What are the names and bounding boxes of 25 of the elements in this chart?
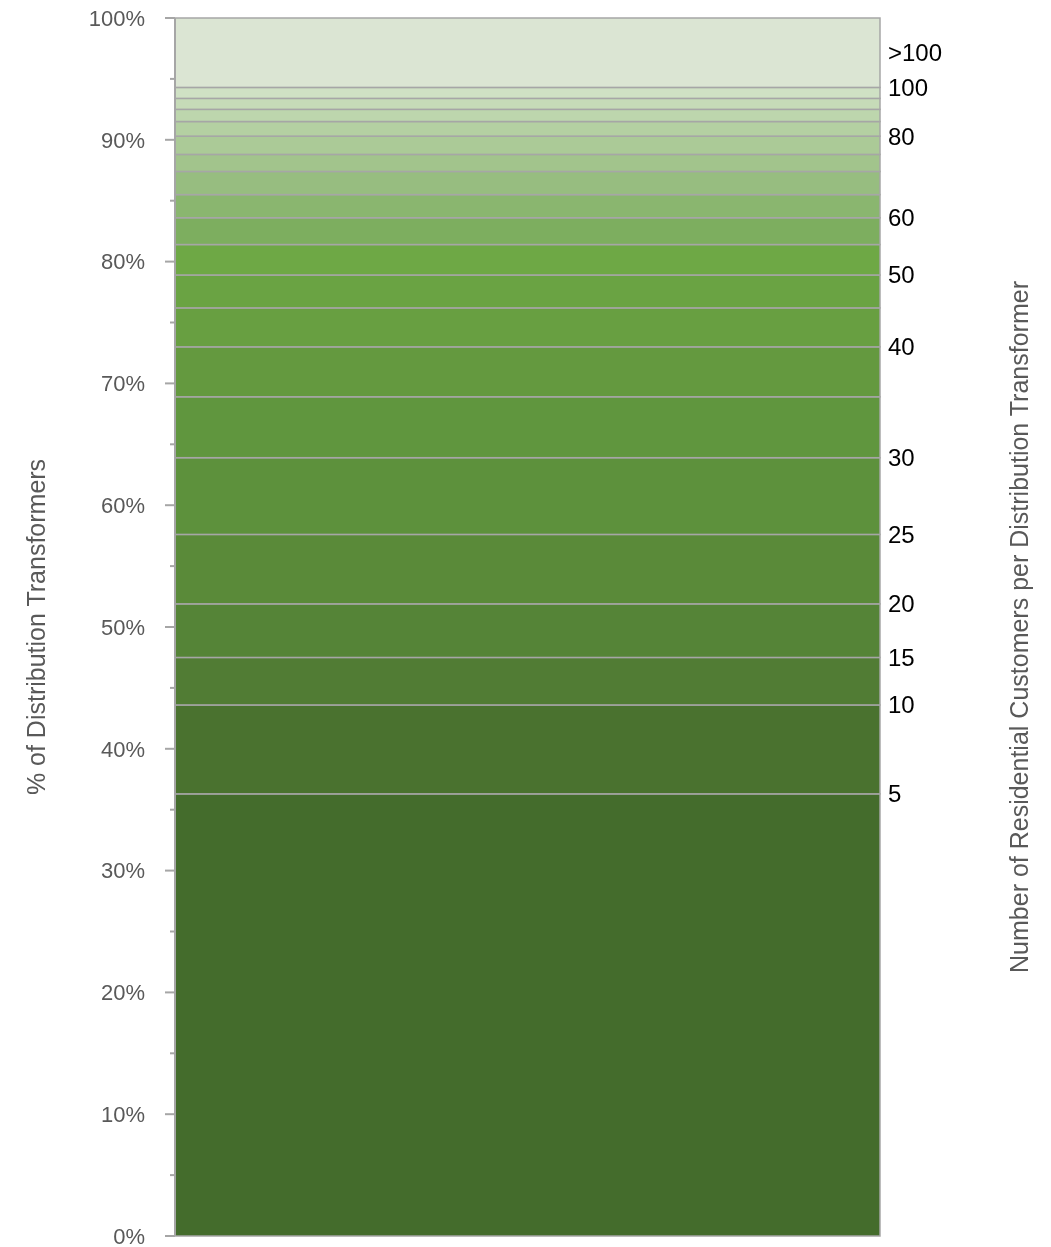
series-label: 25	[888, 520, 915, 548]
series-label: 80	[888, 122, 915, 150]
series-label: 15	[888, 643, 915, 671]
series-label: 30	[888, 444, 915, 472]
series-label: 20	[888, 590, 915, 618]
series-label: >100	[888, 39, 943, 67]
y-tick-label: 40%	[100, 736, 145, 762]
series-label: 60	[888, 204, 915, 232]
y-tick-label: 80%	[100, 249, 145, 275]
y-tick-label: 20%	[100, 980, 145, 1006]
y-tick-label: 30%	[100, 858, 145, 884]
y-tick-label: 0%	[113, 1223, 145, 1247]
y2-axis-title: Number of Residential Customers per Distribution Transformer	[1005, 281, 1033, 973]
y-tick-label: 70%	[100, 371, 145, 397]
series-label: 100	[888, 73, 929, 101]
series-label: 10	[888, 691, 915, 719]
y-tick-label: 100%	[88, 5, 145, 31]
series-label: 50	[888, 261, 915, 289]
y-tick-label: 60%	[100, 492, 145, 518]
series-label: 5	[888, 780, 902, 808]
y-tick-label: 50%	[100, 614, 145, 640]
y-tick-label: 10%	[100, 1101, 145, 1127]
y-axis-title: % of Distribution Transformers	[22, 458, 50, 796]
y-tick-label: 90%	[100, 127, 145, 153]
series-label: 40	[888, 333, 915, 361]
